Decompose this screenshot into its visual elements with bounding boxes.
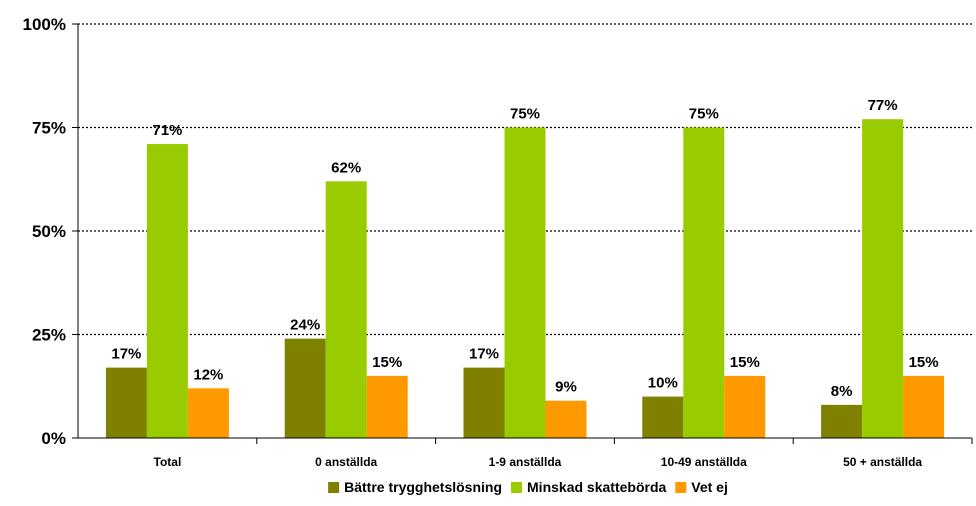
bar xyxy=(504,127,546,438)
y-tick-label: 100% xyxy=(23,15,66,34)
x-tick-label: 10-49 anställda xyxy=(661,455,747,469)
data-label: 75% xyxy=(510,106,540,123)
bar xyxy=(146,144,188,438)
x-tick-label: 1-9 anställda xyxy=(489,455,562,469)
data-label: 71% xyxy=(152,122,182,139)
legend: Bättre trygghetslösning Minskad skattebör… xyxy=(328,479,728,495)
bar xyxy=(903,375,945,438)
x-tick-label: Total xyxy=(154,455,182,469)
data-label: 17% xyxy=(111,346,141,363)
y-axis-ticks: 0% 25% 50% 75% 100% xyxy=(23,15,78,448)
data-label: 17% xyxy=(469,346,499,363)
x-axis-ticks: Total 0 anställda 1-9 anställda 10-49 anstä… xyxy=(154,438,973,469)
legend-item: Vet ej xyxy=(675,479,728,495)
data-label: 15% xyxy=(730,354,760,371)
data-label: 12% xyxy=(193,366,223,383)
legend-item: Minskad skattebörda xyxy=(511,479,666,495)
bar xyxy=(683,127,725,438)
y-tick-label: 25% xyxy=(32,326,66,345)
bar xyxy=(284,338,326,438)
x-tick-label: 50 + anställda xyxy=(843,455,922,469)
bar xyxy=(821,404,863,438)
bar xyxy=(724,375,766,438)
legend-swatch xyxy=(328,482,340,493)
bar xyxy=(862,119,904,438)
data-label: 10% xyxy=(648,375,678,392)
axes xyxy=(77,24,972,439)
data-label: 24% xyxy=(290,317,320,334)
legend-item: Bättre trygghetslösning xyxy=(328,479,502,495)
legend-swatch xyxy=(675,482,687,493)
bar xyxy=(463,367,505,438)
data-label: 15% xyxy=(909,354,939,371)
bar xyxy=(642,396,684,438)
x-tick-label: 0 anställda xyxy=(315,455,377,469)
y-tick-label: 50% xyxy=(32,222,66,241)
data-label: 62% xyxy=(331,159,361,176)
data-label: 8% xyxy=(831,383,853,400)
bar xyxy=(366,375,408,438)
bar xyxy=(325,181,367,438)
data-label: 15% xyxy=(372,354,402,371)
data-label: 9% xyxy=(555,379,577,396)
bars xyxy=(105,119,945,438)
data-label: 75% xyxy=(689,106,719,123)
bar xyxy=(105,367,147,438)
data-label: 77% xyxy=(868,97,898,114)
y-tick-label: 0% xyxy=(41,429,66,448)
gridlines xyxy=(78,23,972,336)
legend-label: Minskad skattebörda xyxy=(527,479,666,495)
bar xyxy=(545,400,587,438)
data-labels: 17% 71% 12% 24% 62% 15% 17% 75% 9% 10% 75% 15% 8% 77%… xyxy=(111,97,938,400)
legend-label: Bättre trygghetslösning xyxy=(344,479,502,495)
y-tick-label: 75% xyxy=(32,119,66,138)
bar xyxy=(187,388,229,438)
legend-swatch xyxy=(511,482,523,493)
legend-label: Vet ej xyxy=(691,479,728,495)
